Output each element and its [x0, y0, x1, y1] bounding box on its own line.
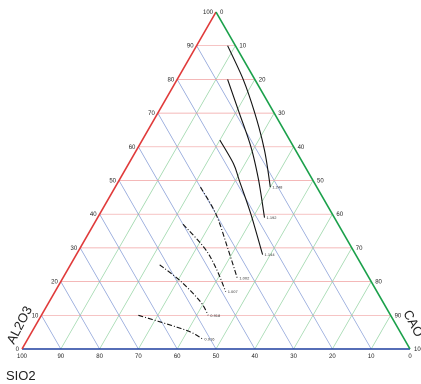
- tick-sio2: 30: [290, 354, 297, 360]
- grid-line-sio2: [79, 247, 139, 350]
- isolines: 1.248 1.192 1.144 1.002 1.007 0.918 0.916: [138, 45, 283, 341]
- tick-sio2: 20: [329, 354, 336, 360]
- isoline-1: [227, 79, 266, 218]
- grid-line-cao: [138, 112, 275, 350]
- isoline-label-0: 1.248: [272, 185, 283, 190]
- tick-al2o3: 20: [51, 280, 58, 286]
- tick-cao: 20: [259, 77, 266, 83]
- grid-line-cao: [254, 214, 333, 350]
- tick-cao: 60: [336, 212, 343, 218]
- tick-sio2: 70: [135, 354, 142, 360]
- tick-al2o3: 80: [168, 77, 175, 83]
- isoline-label-2: 1.144: [265, 252, 276, 257]
- tick-al2o3: 60: [129, 145, 136, 151]
- tick-cao: 100: [414, 347, 421, 353]
- tick-sio2: 60: [174, 354, 181, 360]
- tick-sio2: 10: [368, 354, 375, 360]
- tick-sio2: 50: [213, 354, 220, 360]
- grid-layer: [41, 45, 391, 350]
- grid-line-sio2: [118, 180, 217, 350]
- tick-al2o3: 50: [109, 179, 116, 185]
- isoline-label-4: 1.007: [228, 289, 239, 294]
- tick-sio2: 40: [251, 354, 258, 360]
- tick-cao: 80: [375, 280, 382, 286]
- grid-line-sio2: [99, 214, 178, 350]
- tick-al2o3: 30: [71, 246, 78, 252]
- isoline-label-3: 1.002: [239, 276, 250, 281]
- isoline-5: [159, 264, 209, 316]
- edge-left: [21, 11, 217, 350]
- tick-al2o3: 90: [187, 44, 194, 50]
- isoline-6: [138, 314, 203, 340]
- axis-title-sio2: SIO2: [6, 368, 36, 383]
- tick-sio2: 90: [57, 354, 64, 360]
- isoline-label-5: 0.918: [210, 313, 221, 318]
- tick-cao: 90: [395, 313, 402, 319]
- tick-al2o3: 100: [203, 10, 214, 16]
- isoline-0: [227, 45, 271, 188]
- grid-line-sio2: [157, 112, 294, 350]
- tick-labels: 100 90 80 70 60 50 40 30 20 10 0010203040506070809…: [16, 10, 421, 360]
- edge-right: [215, 11, 411, 350]
- isoline-2: [219, 139, 264, 255]
- isoline-label-6: 0.916: [204, 336, 215, 341]
- tick-cao: 40: [298, 145, 305, 151]
- grid-line-cao: [293, 247, 353, 350]
- tick-sio2: 100: [17, 354, 28, 360]
- triangle-edges: [21, 11, 411, 350]
- grid-line-sio2: [41, 315, 62, 350]
- grid-line-cao: [332, 281, 372, 350]
- grid-line-cao: [60, 45, 236, 350]
- isoline-3: [200, 186, 238, 279]
- grid-line-cao: [370, 315, 391, 350]
- tick-al2o3: 10: [32, 313, 39, 319]
- grid-line-sio2: [196, 45, 372, 350]
- isoline-label-1: 1.192: [267, 215, 278, 220]
- tick-cao: 30: [278, 111, 285, 117]
- grid-line-sio2: [60, 281, 100, 350]
- tick-sio2: 80: [96, 354, 103, 360]
- tick-cao: 50: [317, 179, 324, 185]
- tick-cao: 0: [220, 10, 224, 16]
- tick-cao: 10: [239, 44, 246, 50]
- tick-sio2: 0: [408, 354, 412, 360]
- tick-al2o3: 70: [148, 111, 155, 117]
- tick-al2o3: 0: [16, 347, 20, 353]
- isoline-4: [182, 223, 227, 292]
- axis-title-al2o3: AL2O3: [3, 303, 35, 346]
- tick-cao: 70: [356, 246, 363, 252]
- axis-title-cao: CAO: [400, 307, 421, 339]
- grid-line-cao: [215, 180, 314, 350]
- tick-al2o3: 40: [90, 212, 97, 218]
